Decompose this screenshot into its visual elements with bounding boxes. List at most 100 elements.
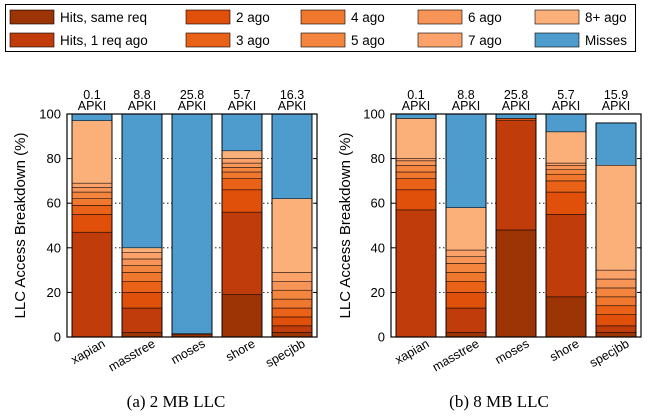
x-tick-label-moses: moses [493,336,532,367]
bar-specjbb-hits-same-req [271,332,313,338]
legend-swatch-7-ago [417,32,463,48]
apki-unit-shore: APKI [228,99,257,113]
bar-specjbb-5-ago [595,287,637,298]
bar-masstree-4-ago [445,272,487,282]
bar-xapian-4-ago [71,198,113,206]
bar-masstree-6-ago [121,258,163,266]
apki-unit-shore: APKI [552,99,581,113]
apki-unit-masstree: APKI [452,99,481,113]
bar-masstree-7-ago [445,249,487,257]
bar-moses-hits-same-req [495,229,537,338]
legend-label-2-ago: 2 ago [236,10,270,25]
bar-masstree-3-ago [445,281,487,293]
bar-specjbb-misses [595,122,637,166]
chart-caption: (a) 2 MB LLC [127,392,226,411]
bar-masstree-2-ago [445,292,487,309]
bar-shore-7-ago [545,162,587,166]
y-tick-label: 100 [363,107,385,122]
bar-specjbb-misses [271,113,313,199]
bar-shore-3-ago [545,180,587,193]
apki-unit-xapian: APKI [402,99,431,113]
apki-unit-specjbb: APKI [278,99,307,113]
y-tick-label: 0 [54,330,61,345]
y-tick-label: 20 [47,285,61,300]
y-axis-label: LLC Access Breakdown (%) [337,133,354,319]
bar-xapian-2-ago [71,214,113,233]
apki-value-xapian: 0.1 [83,88,100,102]
bar-xapian-4-ago [395,171,437,179]
bar-xapian-6-ago [71,187,113,193]
bar-shore-hits-1-req-ago [221,211,263,295]
bar-masstree-misses [445,113,487,208]
bar-specjbb-hits-1-req-ago [271,325,313,333]
x-tick-label-specjbb: specjbb [587,336,631,370]
bar-specjbb-4-ago [595,296,637,307]
chart-8mb-llc: 0204060801000.1APKIxapian8.8APKImasstree… [337,88,642,411]
bar-specjbb-4-ago [271,298,313,309]
bar-specjbb-2-ago [595,314,637,327]
bar-specjbb-6-ago [595,278,637,289]
legend-swatch-misses [534,32,580,48]
y-tick-label: 80 [371,151,385,166]
bar-shore-6-ago [221,162,263,168]
bar-specjbb-hits-same-req [595,332,637,338]
legend: Hits, same req 2 ago 4 ago 6 ago 8+ ago Hits,… [5,4,636,52]
legend-swatch-6-ago [417,9,463,25]
legend-swatch-5-ago [300,32,346,48]
bar-xapian-hits-1-req-ago [395,209,437,338]
bar-shore-misses [545,113,587,133]
bar-xapian-6-ago [395,160,437,166]
bar-xapian-8-ago [71,120,113,184]
bar-shore-8-ago [545,131,587,164]
bar-shore-5-ago [545,169,587,175]
bar-xapian-misses [395,113,437,119]
bar-shore-3-ago [221,178,263,191]
bar-shore-7-ago [221,158,263,164]
bar-shore-misses [221,113,263,152]
bar-specjbb-8-ago [595,165,637,271]
y-tick-label: 0 [378,330,385,345]
bar-specjbb-hits-1-req-ago [595,325,637,333]
apki-value-masstree: 8.8 [457,88,474,102]
bar-xapian-hits-1-req-ago [71,231,113,338]
chart-caption: (b) 8 MB LLC [449,392,549,411]
x-tick-label-masstree: masstree [106,336,158,374]
bar-specjbb-7-ago [271,272,313,282]
y-tick-label: 40 [47,240,61,255]
y-tick-label: 80 [47,151,61,166]
bar-shore-hits-same-req [221,294,263,338]
bar-masstree-hits-1-req-ago [445,307,487,333]
y-axis-label: LLC Access Breakdown (%) [12,133,29,319]
legend-label-hits-1-req-ago: Hits, 1 req ago [60,33,148,48]
bar-moses-2-ago [495,118,537,121]
bar-specjbb-2-ago [271,316,313,327]
legend-label-3-ago: 3 ago [236,33,270,48]
bar-shore-hits-same-req [545,296,587,338]
bar-masstree-5-ago [445,263,487,273]
legend-swatch-hits-same-req [9,9,55,25]
bar-specjbb-7-ago [595,269,637,280]
bar-xapian-7-ago [395,158,437,162]
bar-masstree-3-ago [121,281,163,293]
bar-masstree-8-ago [445,207,487,251]
bar-specjbb-3-ago [595,305,637,315]
bar-masstree-2-ago [121,292,163,309]
legend-label-hits-same-req: Hits, same req [60,10,147,25]
legend-label-6-ago: 6 ago [468,10,502,25]
legend-label-7-ago: 7 ago [468,33,502,48]
y-tick-label: 100 [39,107,61,122]
bar-masstree-misses [121,113,163,249]
bar-xapian-7-ago [71,182,113,188]
apki-value-specjbb: 16.3 [280,88,304,102]
apki-unit-xapian: APKI [78,99,107,113]
apki-unit-specjbb: APKI [602,99,631,113]
y-tick-label: 60 [47,196,61,211]
bar-shore-2-ago [221,189,263,213]
bar-specjbb-5-ago [271,289,313,300]
x-tick-label-shore: shore [223,336,257,364]
legend-swatch-hits-1-req-ago [9,32,55,48]
legend-label-8-ago: 8+ ago [585,10,627,25]
apki-value-xapian: 0.1 [407,88,424,102]
apki-value-shore: 5.7 [233,88,250,102]
